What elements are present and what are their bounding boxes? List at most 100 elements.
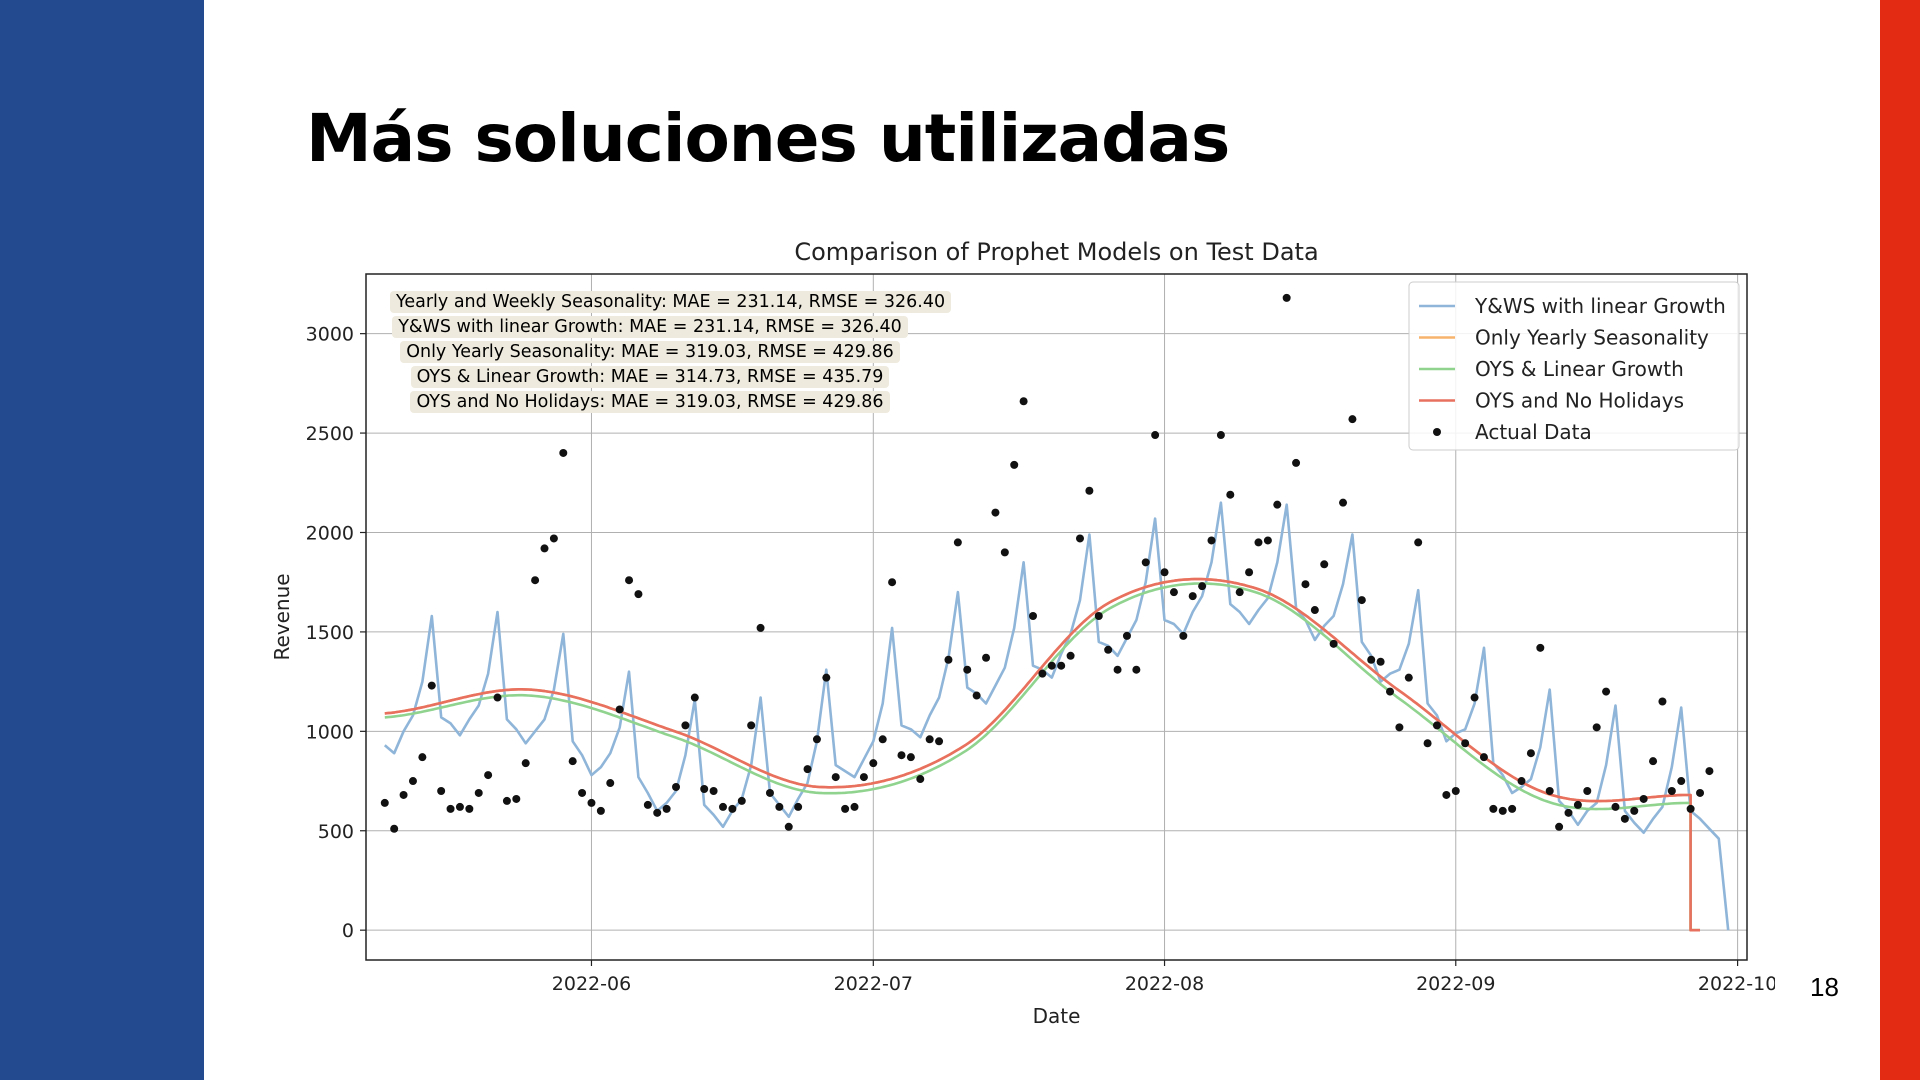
data-point xyxy=(1423,739,1432,748)
data-point xyxy=(1141,558,1150,567)
data-point xyxy=(1010,460,1019,469)
data-point xyxy=(1705,767,1714,776)
chart-title: Comparison of Prophet Models on Test Dat… xyxy=(794,238,1318,266)
data-point xyxy=(408,777,417,786)
data-point xyxy=(493,693,502,702)
data-point xyxy=(1517,777,1526,786)
data-point xyxy=(625,576,634,585)
data-point xyxy=(869,759,878,768)
legend-label: OYS & Linear Growth xyxy=(1475,357,1684,381)
data-point xyxy=(390,824,399,833)
data-point xyxy=(606,779,615,788)
data-point xyxy=(812,735,821,744)
data-point xyxy=(888,578,897,587)
x-tick-label: 2022-10 xyxy=(1698,973,1775,995)
data-point xyxy=(747,721,756,730)
data-point xyxy=(1526,749,1535,758)
data-point xyxy=(587,798,596,807)
data-point xyxy=(925,735,934,744)
data-point xyxy=(1348,415,1357,424)
x-tick-label: 2022-07 xyxy=(834,973,913,995)
data-point xyxy=(549,534,558,543)
data-point xyxy=(418,753,427,762)
slide-title: Más soluciones utilizadas xyxy=(306,100,1230,177)
data-point xyxy=(1451,786,1460,795)
data-point xyxy=(1696,788,1705,797)
y-tick-label: 3000 xyxy=(306,324,354,346)
data-point xyxy=(1254,538,1263,547)
right-accent-bar xyxy=(1880,0,1920,1080)
y-tick-label: 1000 xyxy=(306,721,354,743)
data-point xyxy=(1639,794,1648,803)
data-point xyxy=(859,773,868,782)
data-point xyxy=(700,784,709,793)
data-point xyxy=(756,623,765,632)
data-point xyxy=(991,508,1000,517)
data-point xyxy=(1000,548,1009,557)
data-point xyxy=(1630,806,1639,815)
data-point xyxy=(1160,568,1169,577)
data-point xyxy=(578,788,587,797)
data-point xyxy=(1226,490,1235,499)
data-point xyxy=(737,796,746,805)
chart: 2022-06 2022-07 2022-08 2022-09 2022-10 0 500 1… xyxy=(270,238,1775,1028)
data-point xyxy=(521,759,530,768)
data-point xyxy=(709,786,718,795)
data-point xyxy=(1216,431,1225,440)
data-point xyxy=(1611,802,1620,811)
data-point xyxy=(1094,612,1103,621)
data-point xyxy=(596,806,605,815)
data-point xyxy=(1019,397,1028,406)
data-point xyxy=(1414,538,1423,547)
data-point xyxy=(1357,596,1366,605)
data-point xyxy=(850,802,859,811)
data-point xyxy=(568,757,577,766)
data-point xyxy=(1329,639,1338,648)
data-point xyxy=(841,804,850,813)
data-point xyxy=(1292,458,1301,467)
data-point xyxy=(540,544,549,553)
data-point xyxy=(1310,606,1319,615)
data-point xyxy=(1536,643,1545,652)
data-point xyxy=(1686,804,1695,813)
data-point xyxy=(878,735,887,744)
data-point xyxy=(1489,804,1498,813)
data-point xyxy=(681,721,690,730)
data-point xyxy=(1677,777,1686,786)
data-point xyxy=(1545,786,1554,795)
annotation-line: OYS & Linear Growth: MAE = 314.73, RMSE … xyxy=(390,365,910,390)
data-point xyxy=(446,804,455,813)
data-point xyxy=(437,786,446,795)
data-point xyxy=(634,590,643,599)
data-point xyxy=(906,753,915,762)
legend-box xyxy=(1408,281,1740,451)
y-tick-label: 500 xyxy=(318,821,354,843)
data-point xyxy=(1592,723,1601,732)
series-line xyxy=(384,577,1700,932)
data-point xyxy=(1602,687,1611,696)
data-point xyxy=(1470,693,1479,702)
data-point xyxy=(427,681,436,690)
data-point xyxy=(1282,293,1291,302)
data-point xyxy=(1339,498,1348,507)
data-point xyxy=(1075,534,1084,543)
data-point xyxy=(380,798,389,807)
data-point xyxy=(897,751,906,760)
y-tick-label: 2000 xyxy=(306,522,354,544)
data-point xyxy=(1038,669,1047,678)
data-point xyxy=(794,802,803,811)
data-point xyxy=(1132,665,1141,674)
data-point xyxy=(643,800,652,809)
data-point xyxy=(944,655,953,664)
data-point xyxy=(953,538,962,547)
data-point xyxy=(502,796,511,805)
data-point xyxy=(1169,588,1178,597)
chart-annotations: Yearly and Weekly Seasonality: MAE = 231… xyxy=(390,290,952,415)
data-point xyxy=(1207,536,1216,545)
legend-label: Actual Data xyxy=(1475,420,1592,444)
left-accent-bar xyxy=(0,0,204,1080)
legend-label: OYS and No Holidays xyxy=(1475,389,1684,413)
data-point xyxy=(728,804,737,813)
data-point xyxy=(1376,657,1385,666)
data-point xyxy=(1564,808,1573,817)
